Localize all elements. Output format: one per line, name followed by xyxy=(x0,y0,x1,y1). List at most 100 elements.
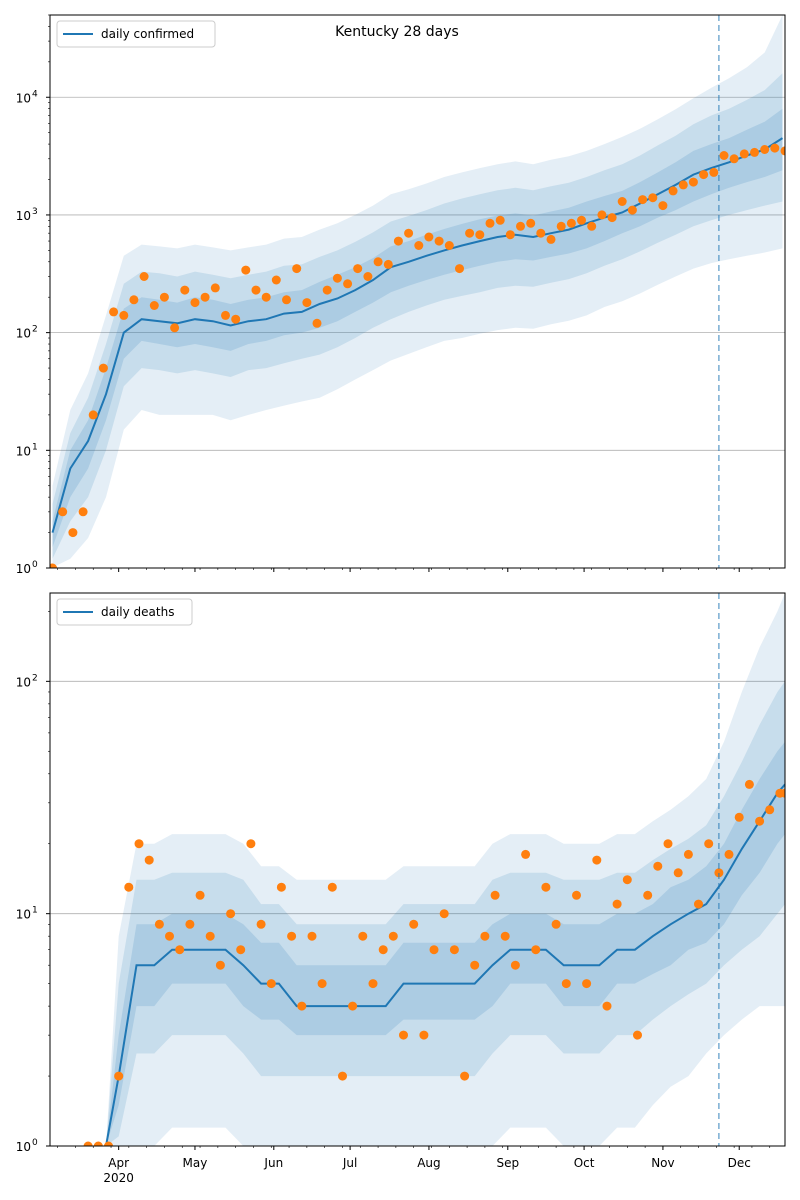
deaths-y-tick-label: 10 xyxy=(16,1140,31,1154)
confirmed-observed-point xyxy=(719,151,729,160)
deaths-observed-point xyxy=(612,899,622,909)
confirmed-observed-point xyxy=(465,228,475,238)
confirmed-observed-point xyxy=(516,221,525,231)
confirmed-y-tick-label: 10 xyxy=(16,91,31,105)
confirmed-observed-point xyxy=(353,264,363,274)
deaths-observed-point xyxy=(622,875,632,885)
confirmed-observed-point xyxy=(475,230,485,240)
deaths-observed-point xyxy=(653,861,663,871)
confirmed-title: Kentucky 28 days xyxy=(335,24,459,40)
confirmed-y-tick-label: 10 xyxy=(16,209,31,223)
deaths-observed-point xyxy=(755,816,765,826)
deaths-observed-point xyxy=(114,1071,124,1081)
confirmed-observed-point xyxy=(221,310,230,320)
confirmed-legend-label: daily confirmed xyxy=(101,27,194,41)
confirmed-observed-point xyxy=(739,149,749,159)
deaths-observed-point xyxy=(683,849,693,859)
x-tick-label: Nov xyxy=(651,1156,674,1170)
confirmed-y-tick-exponent: 1 xyxy=(32,442,38,452)
deaths-observed-point xyxy=(338,1071,347,1081)
deaths-observed-point xyxy=(633,1030,642,1040)
confirmed-y-tick-label: 10 xyxy=(16,444,31,458)
confirmed-observed-point xyxy=(424,232,434,242)
deaths-observed-point xyxy=(399,1030,408,1040)
confirmed-observed-point xyxy=(526,218,536,228)
confirmed-observed-point xyxy=(129,295,139,305)
x-tick-label: Jun xyxy=(263,1156,283,1170)
confirmed-observed-point xyxy=(495,215,505,225)
deaths-observed-point xyxy=(256,919,266,929)
deaths-observed-point xyxy=(724,849,734,859)
deaths-observed-point xyxy=(317,979,327,989)
deaths-observed-point xyxy=(215,960,225,970)
confirmed-observed-point xyxy=(709,167,719,177)
deaths-observed-point xyxy=(205,931,215,941)
confirmed-observed-point xyxy=(271,275,281,285)
deaths-legend-label: daily deaths xyxy=(101,605,174,619)
confirmed-observed-point xyxy=(159,292,169,302)
confirmed-y-tick-label: 10 xyxy=(16,327,31,341)
confirmed-band95 xyxy=(52,15,783,568)
deaths-observed-point xyxy=(276,882,286,892)
confirmed-x-ticks xyxy=(57,568,771,572)
deaths-observed-point xyxy=(490,890,500,900)
confirmed-observed-point xyxy=(373,257,383,267)
deaths-observed-point xyxy=(358,931,368,941)
deaths-observed-point xyxy=(409,919,419,929)
confirmed-observed-point xyxy=(149,301,159,310)
deaths-observed-point xyxy=(348,1001,358,1011)
deaths-observed-point xyxy=(643,890,653,900)
deaths-observed-point xyxy=(694,899,703,909)
confirmed-observed-point xyxy=(638,195,648,205)
confirmed-observed-point xyxy=(109,307,119,317)
confirmed-observed-point xyxy=(546,234,556,244)
confirmed-observed-point xyxy=(434,236,444,246)
deaths-median-line xyxy=(105,783,785,1146)
deaths-y-tick-exponent: 2 xyxy=(32,673,38,683)
deaths-observed-point xyxy=(510,960,520,970)
confirmed-observed-point xyxy=(119,310,129,320)
deaths-observed-point xyxy=(561,979,571,989)
confirmed-observed-point xyxy=(648,193,658,203)
confirmed-observed-point xyxy=(363,272,373,281)
deaths-observed-point xyxy=(419,1030,429,1040)
deaths-observed-point xyxy=(236,945,246,955)
confirmed-observed-point xyxy=(343,279,353,289)
confirmed-observed-point xyxy=(322,285,332,295)
confirmed-observed-point xyxy=(50,563,57,568)
confirmed-observed-point xyxy=(190,298,200,308)
deaths-observed-point xyxy=(531,945,541,955)
confirmed-observed-point xyxy=(231,314,241,324)
x-tick-label: Jul xyxy=(342,1156,357,1170)
deaths-median-path xyxy=(105,783,785,1146)
deaths-observed-point xyxy=(134,839,144,849)
deaths-observed-point xyxy=(327,882,337,892)
deaths-observed-point xyxy=(429,945,439,955)
deaths-observed-point xyxy=(704,839,714,849)
confirmed-observed-point xyxy=(98,363,108,373)
confirmed-y-tick-exponent: 2 xyxy=(32,325,38,335)
deaths-band50 xyxy=(106,741,785,1146)
confirmed-observed-point xyxy=(261,292,271,302)
confirmed-observed-point xyxy=(282,295,291,305)
confirmed-observed-point xyxy=(383,259,393,269)
deaths-y-tick-label: 10 xyxy=(16,675,31,689)
confirmed-observed-point xyxy=(770,143,780,153)
confirmed-observed-point xyxy=(58,507,68,517)
confirmed-observed-point xyxy=(750,147,759,157)
deaths-legend: daily deaths xyxy=(56,598,193,626)
deaths-observed-point xyxy=(83,1141,93,1146)
deaths-observed-point xyxy=(582,979,592,989)
x-tick-label: Sep xyxy=(496,1156,519,1170)
confirmed-observed-point xyxy=(587,221,597,231)
deaths-observed-point xyxy=(175,945,185,955)
deaths-y-tick-exponent: 0 xyxy=(32,1138,38,1148)
confirmed-observed-point xyxy=(302,298,312,308)
deaths-observed-point xyxy=(714,868,724,878)
confirmed-observed-point xyxy=(668,186,678,196)
confirmed-observed-point xyxy=(688,177,698,187)
deaths-axes-frame xyxy=(49,592,786,1147)
